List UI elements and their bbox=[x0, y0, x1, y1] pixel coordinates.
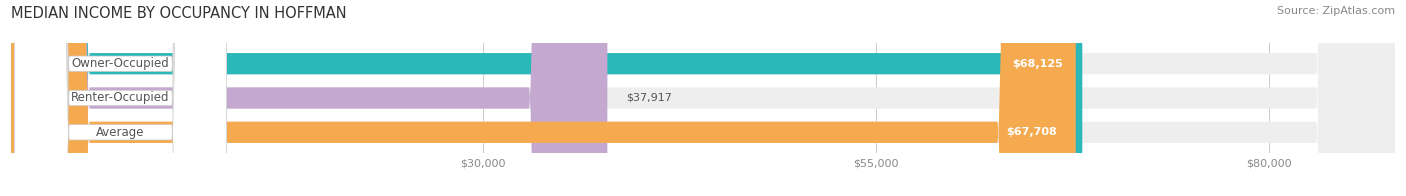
FancyBboxPatch shape bbox=[11, 0, 607, 196]
FancyBboxPatch shape bbox=[14, 0, 226, 196]
Text: Renter-Occupied: Renter-Occupied bbox=[72, 92, 170, 104]
Text: Average: Average bbox=[96, 126, 145, 139]
Text: $67,708: $67,708 bbox=[1007, 127, 1057, 137]
FancyBboxPatch shape bbox=[11, 0, 1395, 196]
FancyBboxPatch shape bbox=[11, 0, 1395, 196]
FancyBboxPatch shape bbox=[14, 0, 226, 196]
FancyBboxPatch shape bbox=[11, 0, 1076, 196]
Text: Owner-Occupied: Owner-Occupied bbox=[72, 57, 169, 70]
FancyBboxPatch shape bbox=[11, 0, 1395, 196]
Text: $68,125: $68,125 bbox=[1012, 59, 1063, 69]
Text: MEDIAN INCOME BY OCCUPANCY IN HOFFMAN: MEDIAN INCOME BY OCCUPANCY IN HOFFMAN bbox=[11, 6, 347, 21]
Text: $37,917: $37,917 bbox=[626, 93, 672, 103]
Text: Source: ZipAtlas.com: Source: ZipAtlas.com bbox=[1277, 6, 1395, 16]
FancyBboxPatch shape bbox=[11, 0, 1083, 196]
FancyBboxPatch shape bbox=[14, 0, 226, 196]
